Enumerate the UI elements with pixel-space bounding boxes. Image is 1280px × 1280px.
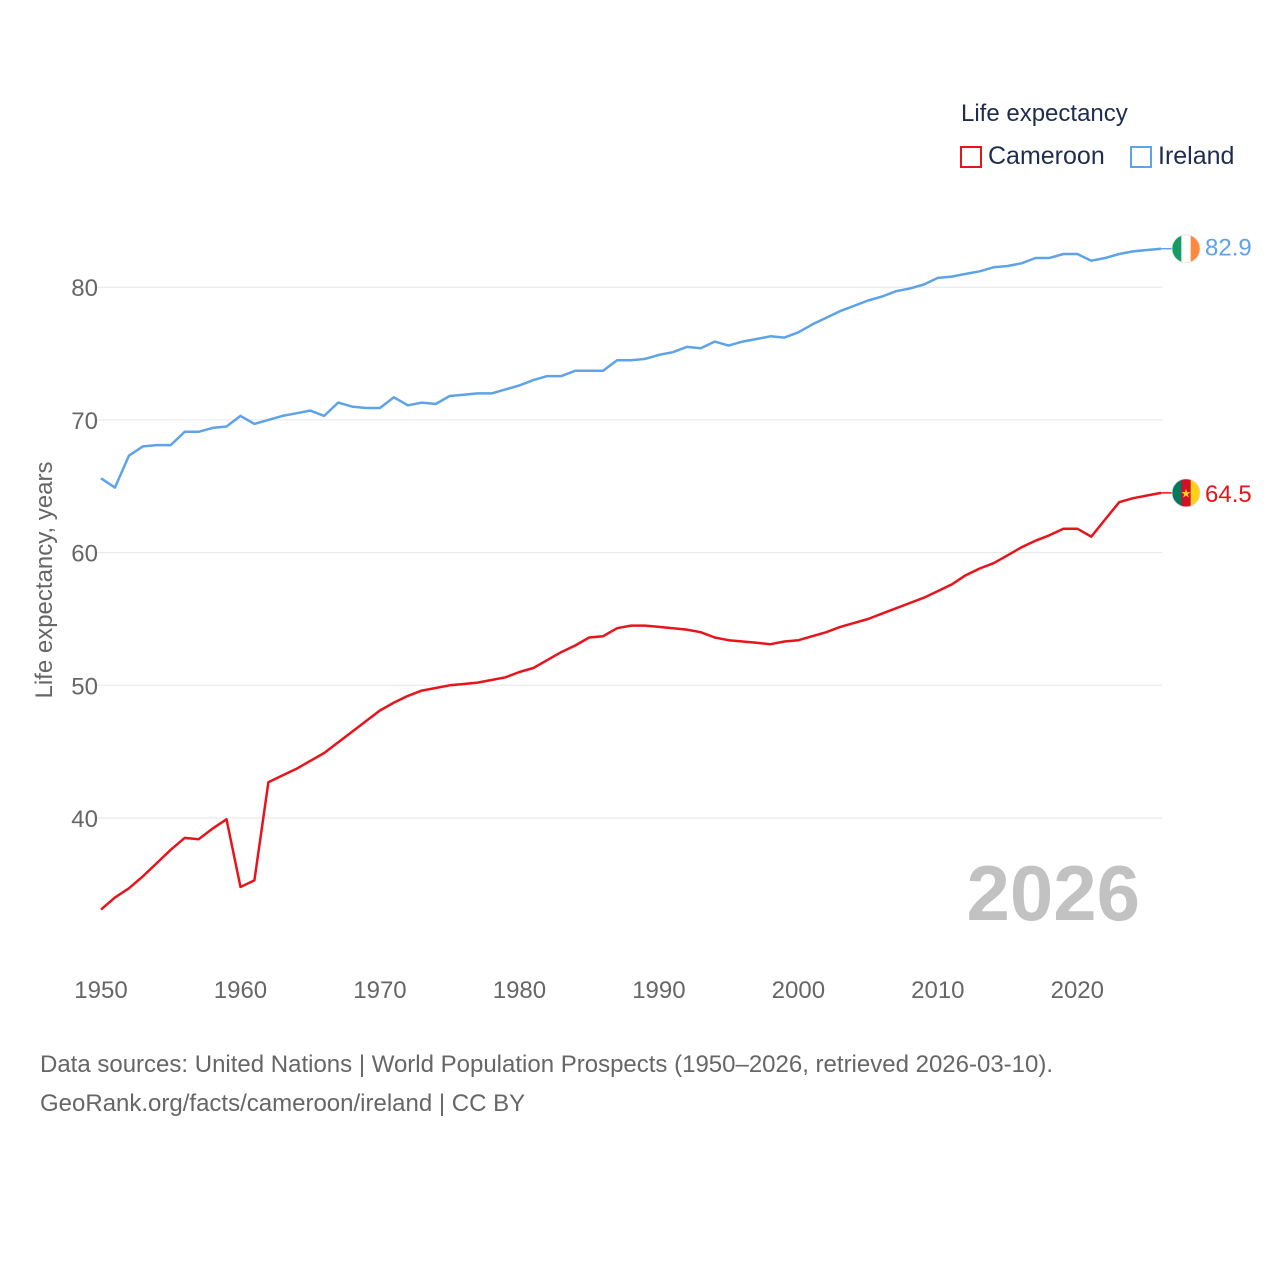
y-tick-50: 50: [71, 673, 98, 700]
y-axis-label: Life expectancy, years: [31, 461, 58, 698]
series-lines: [100, 247, 1162, 911]
ireland-flag-icon: [1171, 234, 1201, 264]
end-label-cameroon: 64.5: [1205, 481, 1252, 508]
x-tick-1950: 1950: [74, 977, 127, 1004]
x-tick-2000: 2000: [772, 977, 825, 1004]
legend-item-ireland[interactable]: Ireland: [1130, 142, 1234, 171]
y-axis-ticks: 40 50 60 70 80: [71, 275, 98, 833]
series-line-cameroon[interactable]: [100, 491, 1162, 911]
x-tick-2020: 2020: [1051, 977, 1104, 1004]
source-line-2[interactable]: GeoRank.org/facts/cameroon/ireland | CC …: [40, 1090, 526, 1117]
x-tick-1980: 1980: [493, 977, 546, 1004]
grid-lines: [96, 286, 1162, 819]
x-axis-ticks: 1950 1960 1970 1980 1990 2000 2010 2020: [74, 977, 1104, 1004]
y-tick-60: 60: [71, 541, 98, 568]
x-tick-1960: 1960: [214, 977, 267, 1004]
source-line-1: Data sources: United Nations | World Pop…: [40, 1051, 1054, 1078]
series-line-ireland[interactable]: [100, 247, 1162, 489]
legend-swatch-cameroon: [960, 145, 982, 168]
legend-title: Life expectancy: [961, 100, 1128, 127]
legend-label-ireland: Ireland: [1158, 142, 1235, 170]
end-label-ireland: 82.9: [1205, 235, 1252, 262]
x-tick-1990: 1990: [632, 977, 685, 1004]
source-note: Data sources: United Nations | World Pop…: [40, 1045, 1053, 1123]
legend-label-cameroon: Cameroon: [988, 142, 1105, 170]
legend-swatch-ireland: [1130, 145, 1152, 168]
y-tick-80: 80: [71, 275, 98, 302]
x-tick-2010: 2010: [911, 977, 964, 1004]
legend-item-cameroon[interactable]: Cameroon: [960, 142, 1105, 171]
y-tick-40: 40: [71, 806, 98, 833]
svg-text:★: ★: [1181, 486, 1192, 500]
series-end-markers: ★ 64.5 82.9: [1161, 234, 1252, 508]
y-tick-70: 70: [71, 408, 98, 435]
year-watermark: 2026: [966, 849, 1140, 937]
x-tick-1970: 1970: [353, 977, 406, 1004]
cameroon-flag-icon: ★: [1171, 478, 1201, 508]
